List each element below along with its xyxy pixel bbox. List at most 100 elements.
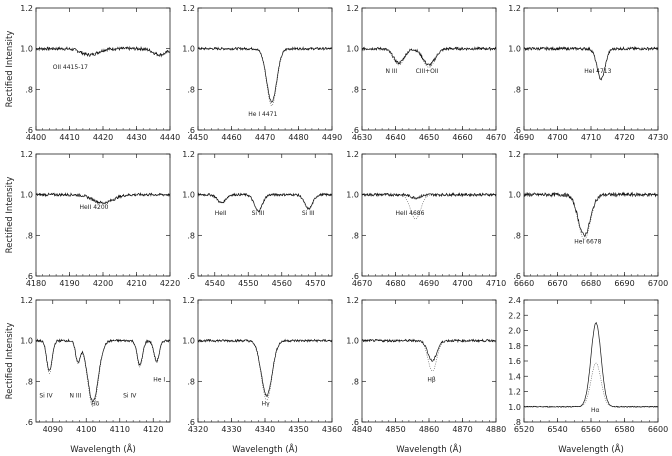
panel-frame xyxy=(35,299,171,423)
x-tick-label: 4490 xyxy=(322,133,342,142)
line-label: HeI 4713 xyxy=(584,68,611,75)
x-tick-label: 4410 xyxy=(59,133,79,142)
x-tick-label: 4470 xyxy=(255,133,275,142)
line-label: HeII 4200 xyxy=(80,204,109,211)
panel-frame xyxy=(361,299,497,423)
y-tick-label: 1.2 xyxy=(20,4,33,13)
x-tick-label: 4450 xyxy=(188,133,208,142)
y-tick-label: 1.0 xyxy=(346,337,359,346)
y-tick-label: .8 xyxy=(351,377,359,386)
line-label: CIII+OII xyxy=(416,68,439,75)
x-tick-label: 4560 xyxy=(272,279,292,288)
x-tick-label: 4840 xyxy=(352,425,372,434)
x-tick-label: 6670 xyxy=(547,279,567,288)
y-tick-label: .6 xyxy=(25,272,33,281)
observed-spectrum xyxy=(35,192,171,205)
x-tick-label: 4440 xyxy=(160,133,180,142)
y-tick-label: 1.8 xyxy=(508,342,521,351)
y-tick-label: 1.2 xyxy=(182,4,195,13)
panel-frame xyxy=(361,153,497,277)
y-tick-label: 1.2 xyxy=(20,296,33,305)
y-tick-label: 2.2 xyxy=(508,311,521,320)
panel-7: 4670 4680 4690 4700 4710 1.2 1.0 .8 .6 HeII 4686 xyxy=(346,150,506,288)
y-tick-label: 1.2 xyxy=(182,296,195,305)
y-tick-label: 1.0 xyxy=(182,337,195,346)
x-tick-label: 4870 xyxy=(452,425,472,434)
x-tick-label: 6690 xyxy=(614,279,634,288)
observed-spectrum xyxy=(35,338,171,403)
y-tick-label: 1.0 xyxy=(20,45,33,54)
line-label: Hβ xyxy=(427,376,436,383)
x-tick-label: 4420 xyxy=(93,133,113,142)
y-tick-label: 1.0 xyxy=(20,337,33,346)
x-tick-label: 4200 xyxy=(93,279,113,288)
y-axis-title: Rectified Intensity xyxy=(5,177,15,254)
y-tick-label: 1.0 xyxy=(508,45,521,54)
x-tick-label: 4540 xyxy=(205,279,225,288)
y-tick-label: .6 xyxy=(187,126,195,135)
panel-6: 4540 4550 4560 4570 1.2 1.0 .8 .6 HeII Si III Si I… xyxy=(182,150,333,288)
y-tick-label: 1.2 xyxy=(508,150,521,159)
y-tick-label: .6 xyxy=(25,418,33,427)
x-axis-title: Wavelength (Å) xyxy=(558,443,624,455)
observed-spectrum xyxy=(35,45,170,58)
panel-frame xyxy=(523,299,659,423)
x-tick-label: 6580 xyxy=(614,425,634,434)
y-tick-label: .6 xyxy=(351,272,359,281)
model-spectrum xyxy=(198,340,332,401)
x-axis-title: Wavelength (Å) xyxy=(232,443,298,455)
y-tick-label: 1.2 xyxy=(346,4,359,13)
x-tick-label: 4320 xyxy=(188,425,208,434)
x-tick-label: 6560 xyxy=(581,425,601,434)
y-tick-label: .6 xyxy=(351,418,359,427)
x-tick-label: 4710 xyxy=(581,133,601,142)
y-tick-label: 1.4 xyxy=(508,372,521,381)
line-label: Si III xyxy=(302,210,315,217)
model-spectrum xyxy=(198,48,332,107)
model-spectrum xyxy=(362,194,496,220)
line-label: Hδ xyxy=(91,401,100,408)
x-tick-label: 4680 xyxy=(385,279,405,288)
panel-4: 4690 4700 4710 4720 4730 1.2 1.0 .8 .6 HeI 4713 xyxy=(508,4,668,142)
observed-spectrum xyxy=(523,46,659,81)
line-label: He I 4471 xyxy=(248,111,277,118)
x-tick-label: 4880 xyxy=(486,425,506,434)
x-tick-label: 4120 xyxy=(143,425,163,434)
x-tick-label: 6680 xyxy=(581,279,601,288)
line-label: He I xyxy=(153,376,165,383)
x-tick-label: 4850 xyxy=(385,425,405,434)
y-tick-label: .8 xyxy=(187,85,195,94)
x-tick-label: 4690 xyxy=(419,279,439,288)
y-tick-label: .6 xyxy=(513,272,521,281)
panel-8: 6660 6670 6680 6690 6700 1.2 1.0 .8 .6 HeI 6678 xyxy=(508,150,668,288)
x-axis-title: Wavelength (Å) xyxy=(70,443,136,455)
observed-spectrum xyxy=(361,192,497,200)
line-label: HeII xyxy=(215,210,227,217)
x-tick-label: 4860 xyxy=(419,425,439,434)
panel-11: 4840 4850 4860 4870 4880 1.2 1.0 .8 .6 Hβ xyxy=(346,296,506,434)
x-tick-label: 4670 xyxy=(352,279,372,288)
line-label: Hγ xyxy=(262,401,271,408)
y-tick-label: .8 xyxy=(187,231,195,240)
line-label: Si IV xyxy=(39,393,53,400)
line-label: HeI 6678 xyxy=(574,238,601,245)
observed-spectrum xyxy=(197,338,333,398)
panel-frame xyxy=(197,153,333,277)
x-tick-label: 4700 xyxy=(452,279,472,288)
y-tick-label: .8 xyxy=(25,85,33,94)
line-label: Hα xyxy=(591,407,600,414)
x-tick-label: 4110 xyxy=(110,425,130,434)
x-tick-label: 6540 xyxy=(547,425,567,434)
y-tick-label: .8 xyxy=(351,85,359,94)
y-tick-label: .6 xyxy=(513,126,521,135)
y-tick-label: 2.0 xyxy=(508,327,521,336)
x-tick-label: 4550 xyxy=(238,279,258,288)
x-tick-label: 4350 xyxy=(288,425,308,434)
x-tick-label: 4400 xyxy=(26,133,46,142)
y-tick-label: 1.2 xyxy=(508,388,521,397)
panel-10: 4320 4330 4340 4350 4360 1.2 1.0 .8 .6 Hγ xyxy=(182,296,342,434)
x-tick-label: 4570 xyxy=(305,279,325,288)
y-axis-title: Rectified Intensity xyxy=(5,323,15,400)
model-spectrum xyxy=(524,362,658,408)
